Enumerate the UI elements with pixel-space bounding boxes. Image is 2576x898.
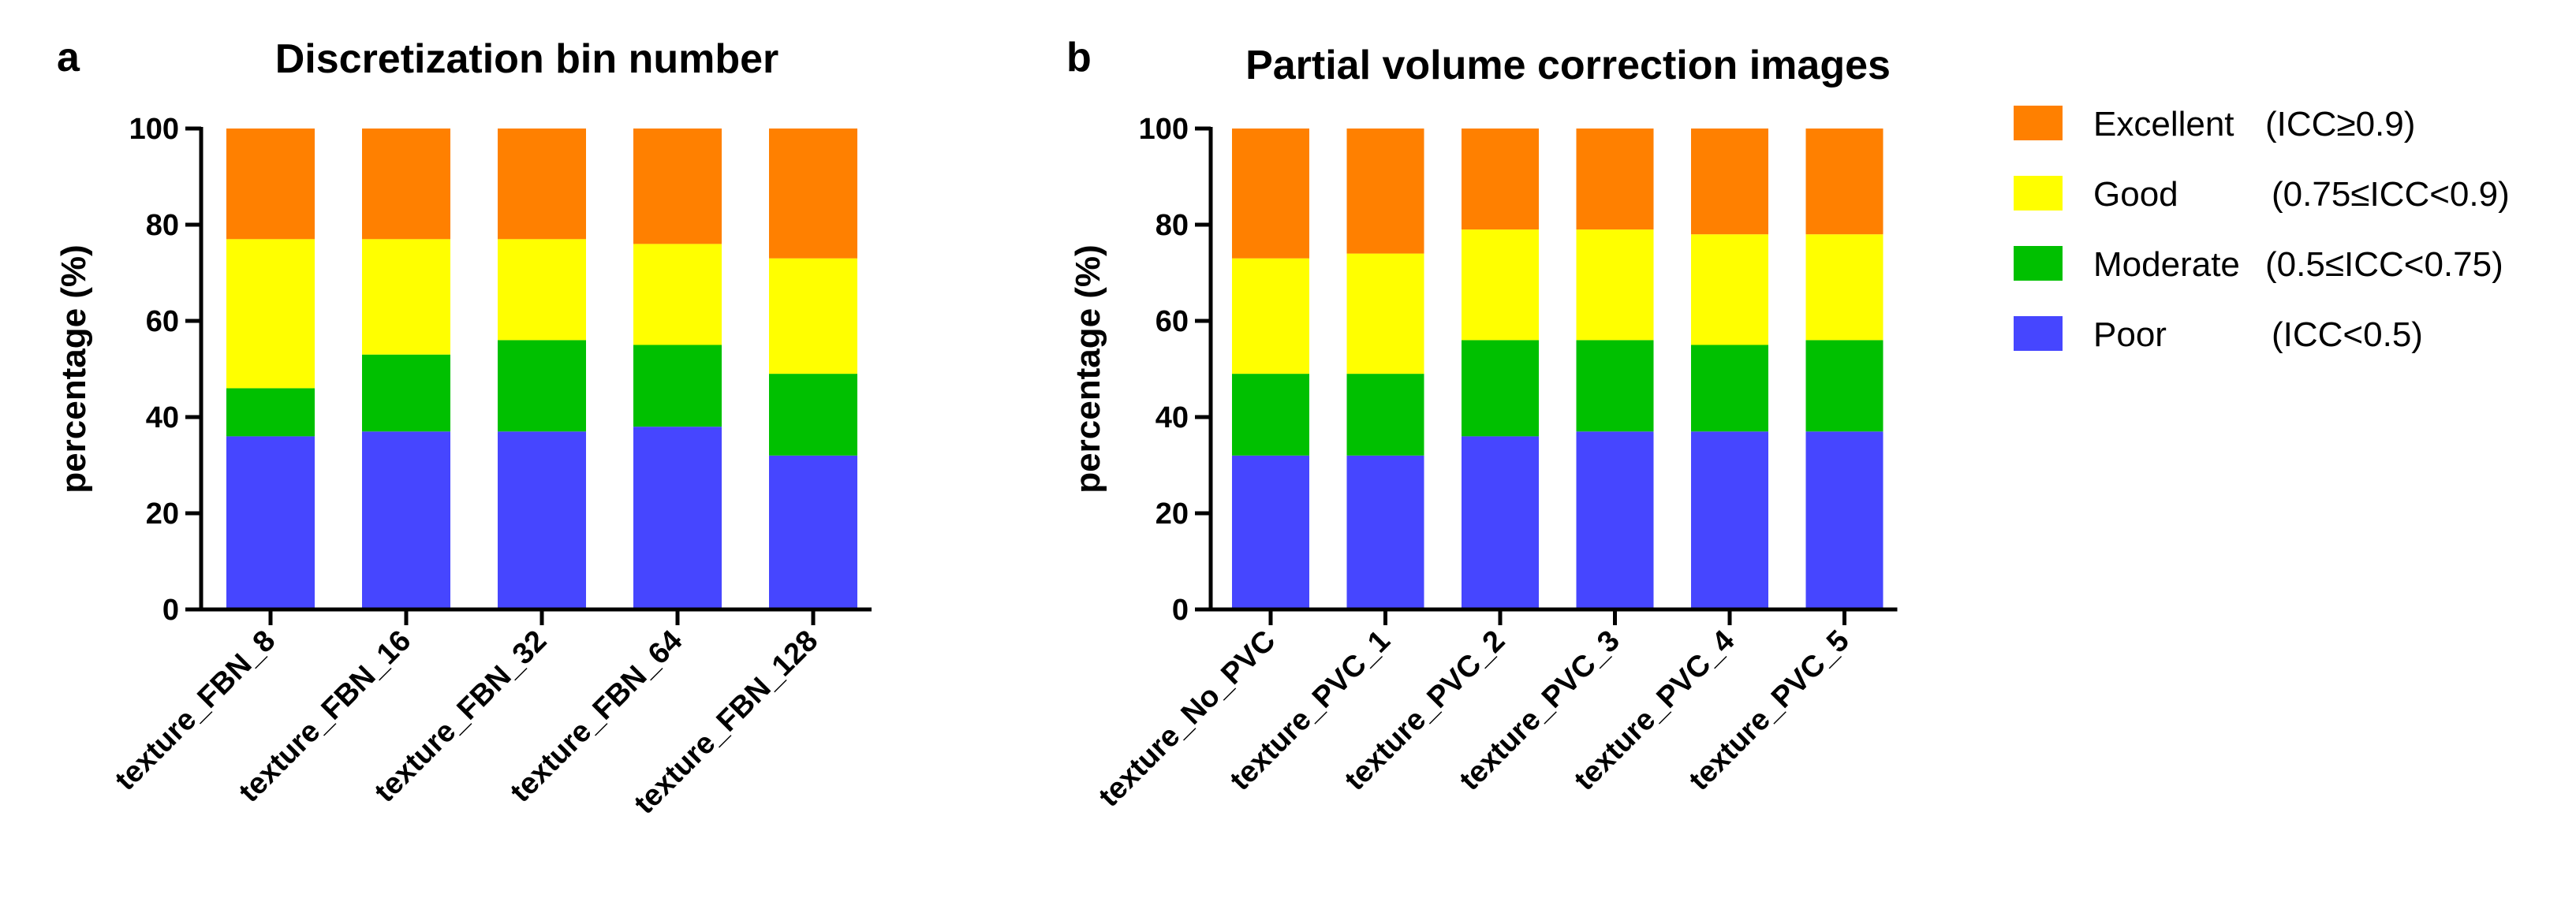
- bar-segment-excellent: [1576, 129, 1654, 230]
- panel-letter: b: [1066, 35, 1092, 80]
- bar-segment-poor: [226, 436, 315, 609]
- legend: Excellent (ICC≥0.9) Good (0.75≤ICC<0.9) Mode…: [2014, 105, 2510, 354]
- legend-label-range: (0.5≤ICC<0.75): [2265, 245, 2503, 284]
- y-tick-label: 20: [146, 497, 179, 531]
- legend-swatch-poor: [2014, 316, 2063, 351]
- bar-segment-excellent: [1232, 129, 1309, 259]
- bar-segment-good: [769, 258, 857, 374]
- panel-b-partial-volume-correction: b Partial volume correction images percent…: [1066, 35, 1898, 814]
- y-tick-label: 60: [146, 305, 179, 338]
- legend-label-range: (ICC<0.5): [2272, 315, 2423, 354]
- y-tick-label: 80: [1155, 209, 1189, 242]
- bar-segment-good: [1805, 234, 1883, 341]
- bar-segment-excellent: [498, 129, 586, 240]
- bar-segment-poor: [769, 455, 857, 609]
- bar-segment-good: [633, 244, 722, 345]
- y-tick-label: 100: [129, 113, 179, 146]
- bar-segment-poor: [1232, 455, 1309, 609]
- legend-label-name: Excellent: [2093, 105, 2234, 143]
- bar-segment-good: [1576, 229, 1654, 341]
- bar-segment-poor: [1805, 431, 1883, 609]
- bar-segment-moderate: [362, 354, 450, 432]
- y-tick-label: 100: [1139, 113, 1189, 146]
- bar-segment-moderate: [226, 388, 315, 437]
- chart-title: Discretization bin number: [275, 36, 779, 82]
- bar-segment-excellent: [1691, 129, 1768, 235]
- bar-segment-good: [1462, 229, 1539, 341]
- legend-label-range: (ICC≥0.9): [2265, 105, 2415, 143]
- bar-segment-moderate: [769, 374, 857, 456]
- bar-segment-poor: [1691, 431, 1768, 609]
- y-axis-label: percentage (%): [1069, 244, 1107, 493]
- bar-segment-good: [226, 239, 315, 389]
- chart-title: Partial volume correction images: [1245, 43, 1891, 88]
- y-axis-label: percentage (%): [54, 244, 93, 493]
- legend-swatch-moderate: [2014, 246, 2063, 281]
- bar-segment-excellent: [226, 129, 315, 240]
- y-tick-label: 0: [1172, 594, 1189, 627]
- legend-label-name: Poor: [2093, 315, 2167, 354]
- y-tick-label: 80: [146, 209, 179, 242]
- bar-segment-moderate: [1576, 340, 1654, 432]
- y-tick-label: 20: [1155, 497, 1189, 531]
- y-tick-label: 40: [1155, 401, 1189, 434]
- legend-label-range: (0.75≤ICC<0.9): [2272, 175, 2510, 214]
- bar-segment-poor: [1462, 436, 1539, 609]
- bar-segment-good: [1232, 258, 1309, 374]
- y-tick-label: 60: [1155, 305, 1189, 338]
- bar-segment-excellent: [633, 129, 722, 244]
- bar-segment-poor: [1346, 455, 1424, 609]
- y-tick-label: 40: [146, 401, 179, 434]
- bar-segment-moderate: [1346, 374, 1424, 456]
- bar-segment-excellent: [1462, 129, 1539, 230]
- bar-segment-excellent: [769, 129, 857, 259]
- bar-segment-good: [498, 239, 586, 341]
- bar-segment-good: [1691, 234, 1768, 345]
- bar-segment-excellent: [1346, 129, 1424, 254]
- bar-segment-poor: [633, 427, 722, 609]
- bar-segment-moderate: [498, 340, 586, 432]
- bar-segment-poor: [362, 431, 450, 609]
- bar-segment-moderate: [1691, 345, 1768, 432]
- bar-segment-poor: [1576, 431, 1654, 609]
- panel-a-discretization-bin-number: a Discretization bin number percentage (%)…: [54, 35, 872, 821]
- bar-segment-excellent: [1805, 129, 1883, 235]
- legend-label-name: Moderate: [2093, 245, 2240, 284]
- bar-segment-moderate: [1805, 340, 1883, 432]
- bar-segment-good: [362, 239, 450, 355]
- bar-segment-excellent: [362, 129, 450, 240]
- legend-swatch-good: [2014, 176, 2063, 211]
- legend-swatch-excellent: [2014, 106, 2063, 140]
- panel-letter: a: [57, 35, 80, 80]
- bar-segment-poor: [498, 431, 586, 609]
- bar-segment-moderate: [1232, 374, 1309, 456]
- bar-segment-good: [1346, 253, 1424, 374]
- legend-label-name: Good: [2093, 175, 2178, 214]
- bar-segment-moderate: [1462, 340, 1539, 437]
- bar-segment-moderate: [633, 345, 722, 427]
- y-tick-label: 0: [162, 594, 179, 627]
